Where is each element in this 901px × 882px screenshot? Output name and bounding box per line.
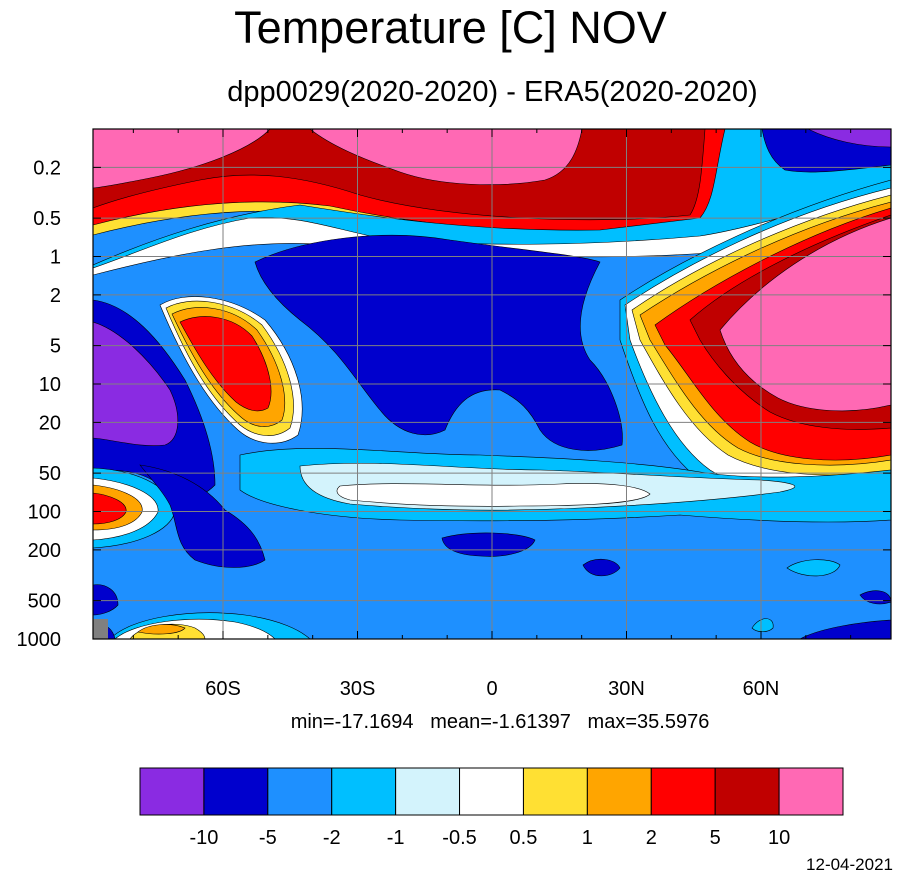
colorbar-label: 10 — [768, 827, 790, 849]
colorbar-swatch — [522, 767, 588, 816]
y-tick-label: 1000 — [17, 629, 62, 651]
contour-sh-red — [179, 316, 272, 412]
colorbar-label: 5 — [710, 827, 721, 849]
contour-strat-pink-left — [93, 129, 271, 189]
y-tick-label: 20 — [39, 412, 61, 434]
contour-nh-pink — [719, 217, 891, 412]
colorbar-label: -10 — [189, 827, 218, 849]
colorbar-label: -0.5 — [442, 827, 476, 849]
colorbar-swatch — [139, 767, 205, 816]
contour-tropo-blue-1 — [441, 532, 536, 557]
colorbar-swatch — [331, 767, 397, 816]
colorbar-label: 1 — [582, 827, 593, 849]
y-tick-label: 50 — [39, 463, 61, 485]
x-tick-label: 60N — [743, 678, 780, 700]
colorbar-label: 0.5 — [510, 827, 538, 849]
colorbar-swatch — [459, 767, 524, 816]
chart-title: Temperature [C] NOV — [234, 2, 667, 53]
contour-surface-orange — [137, 624, 186, 635]
y-tick-label: 100 — [28, 502, 61, 524]
date-stamp: 12-04-2021 — [806, 855, 893, 874]
colorbar-swatch — [778, 767, 844, 816]
contour-sh-tongue-blue — [139, 464, 266, 568]
contour-lowstrat-white — [336, 483, 651, 507]
y-tick-label: 500 — [28, 591, 61, 613]
x-tick-label: 60S — [205, 678, 241, 700]
y-tick-label: 10 — [39, 374, 61, 396]
colorbar-label: -5 — [259, 827, 277, 849]
contour-strat-pink-center — [309, 129, 583, 185]
colorbar-label: -1 — [387, 827, 405, 849]
contour-tropo-cyan-1 — [786, 559, 841, 577]
x-tick-label: 30S — [340, 678, 376, 700]
y-tick-label: 200 — [28, 540, 61, 562]
stats-line: min=-17.1694 mean=-1.61397 max=35.5976 — [290, 711, 710, 733]
y-tick-label: 1 — [50, 247, 61, 269]
contour-surface-blue — [93, 584, 119, 616]
contour-tropo-blue-2 — [582, 559, 621, 577]
colorbar-swatch — [395, 767, 461, 816]
colorbar-swatch — [267, 767, 333, 816]
contour-sh-lower-red — [93, 492, 127, 525]
colorbar-swatch — [650, 767, 716, 816]
y-tick-label: 5 — [50, 336, 61, 358]
contour-central-blue — [254, 234, 623, 451]
colorbar-swatch — [586, 767, 652, 816]
x-tick-label: 0 — [486, 678, 497, 700]
y-tick-label: 0.2 — [33, 157, 61, 179]
chart-subtitle: dpp0029(2020-2020) - ERA5(2020-2020) — [227, 76, 758, 108]
missing-data-patch — [93, 619, 108, 639]
colorbar-swatch — [714, 767, 780, 816]
colorbar-swatch — [203, 767, 269, 816]
y-tick-label: 2 — [50, 285, 61, 307]
colorbar-label: -2 — [323, 827, 341, 849]
contour-tropo-cyan-2 — [751, 618, 774, 633]
colorbar-label: 2 — [646, 827, 657, 849]
x-tick-label: 30N — [608, 678, 645, 700]
y-tick-label: 0.5 — [33, 208, 61, 230]
